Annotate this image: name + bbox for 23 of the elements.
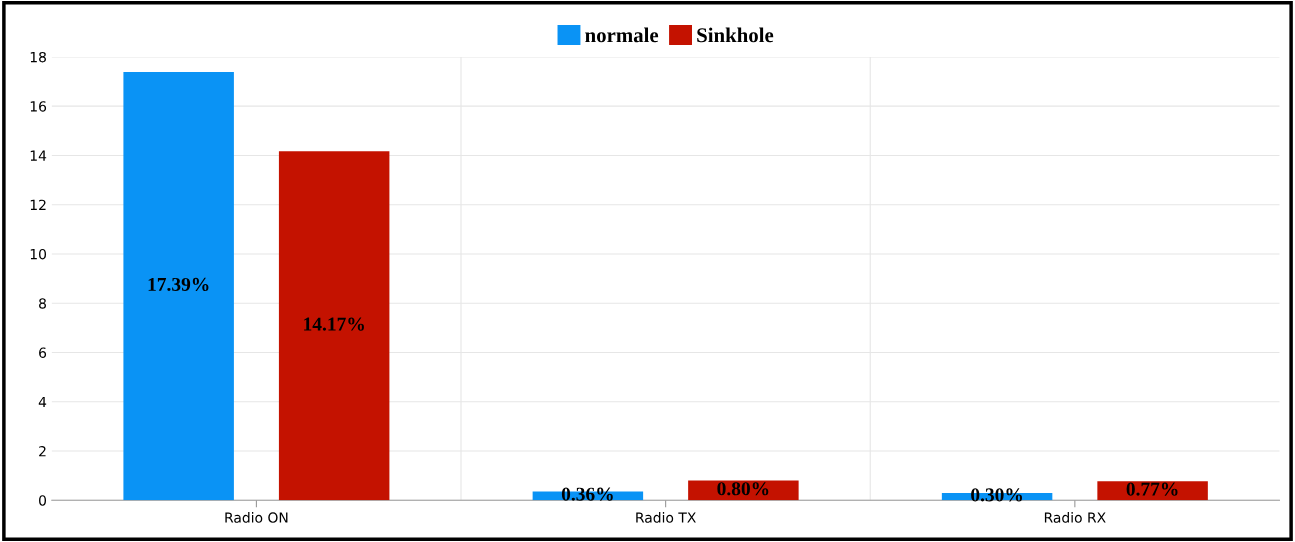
y-tick-label: 4 bbox=[38, 396, 47, 408]
bar bbox=[123, 71, 234, 501]
y-tick-label: 0 bbox=[39, 495, 47, 506]
data-label: 17.39% bbox=[148, 277, 209, 292]
y-tick-label: 14 bbox=[30, 150, 47, 161]
y-tick-label: 6 bbox=[39, 347, 47, 358]
x-tick-label: Radio TX bbox=[636, 512, 696, 523]
data-label: 0.80% bbox=[717, 482, 769, 496]
y-tick-label: 16 bbox=[30, 101, 47, 112]
y-tick-label: 8 bbox=[39, 298, 46, 309]
y-tick-label: 12 bbox=[30, 199, 46, 210]
y-tick-label: 10 bbox=[30, 248, 47, 260]
data-label: 0.36% bbox=[561, 487, 613, 501]
legend-label: normale bbox=[585, 27, 659, 43]
y-tick-label: 2 bbox=[39, 445, 46, 457]
y-tick-label: 18 bbox=[30, 51, 46, 63]
x-tick-label: Radio RX bbox=[1044, 512, 1106, 523]
legend-label: Sinkhole bbox=[697, 27, 774, 43]
x-tick-label: Radio ON bbox=[225, 512, 288, 523]
data-label: 14.17% bbox=[304, 317, 364, 331]
bar bbox=[1097, 481, 1208, 501]
data-label: 0.77% bbox=[1126, 482, 1178, 496]
bar bbox=[278, 151, 390, 501]
